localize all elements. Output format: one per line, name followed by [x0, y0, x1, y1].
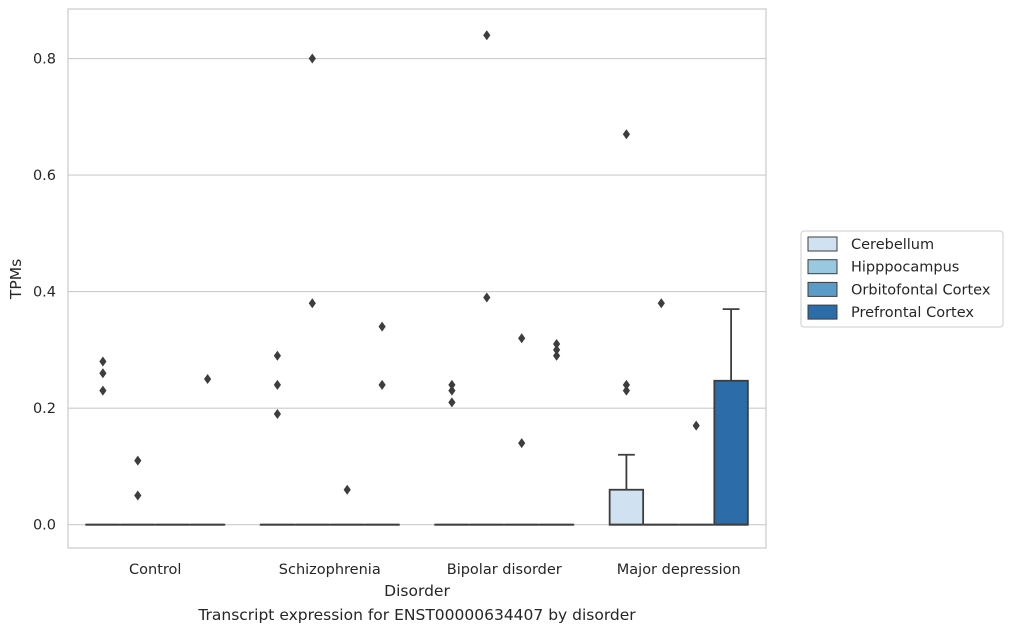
box-orbitofontal-cortex — [504, 333, 540, 526]
y-tick-label: 0.2 — [33, 401, 56, 417]
x-tick-label: Major depression — [617, 562, 741, 578]
legend-swatch — [807, 236, 838, 252]
y-tick-label: 0.8 — [33, 52, 56, 68]
box-cerebellum — [608, 129, 645, 526]
outlier-point — [134, 490, 142, 501]
outlier-point — [378, 321, 386, 332]
x-tick-label: Bipolar disorder — [447, 562, 562, 578]
outlier-point — [622, 129, 630, 140]
outlier-point — [692, 420, 700, 431]
outlier-point — [483, 292, 491, 303]
legend-label: Prefrontal Cortex — [851, 305, 974, 321]
x-tick-labels: Control Schizophrenia Bipolar disorder Majo… — [129, 562, 741, 578]
box-cerebellum — [259, 350, 296, 526]
legend-swatch — [807, 259, 838, 275]
box-prefrontal-cortex — [364, 321, 400, 526]
y-tick-labels: 0.0 0.2 0.4 0.6 0.8 — [33, 52, 56, 534]
y-tick-label: 0.6 — [33, 168, 56, 184]
outlier-point — [448, 397, 456, 408]
box-hipppocampus — [469, 30, 505, 526]
outlier-point — [343, 484, 351, 495]
y-axis-title: TPMs — [7, 259, 25, 300]
outlier-point — [448, 385, 456, 396]
outlier-point — [273, 379, 281, 390]
box-prefrontal-cortex — [189, 374, 226, 526]
outlier-point — [657, 298, 665, 309]
outlier-point — [99, 356, 107, 367]
outlier-point — [273, 350, 281, 361]
outlier-point — [553, 344, 561, 355]
outlier-point — [553, 350, 561, 361]
legend-label: Orbitofontal Cortex — [851, 282, 991, 298]
box-body — [608, 488, 645, 526]
boxes-layer — [85, 30, 749, 526]
legend-swatch — [807, 304, 838, 320]
y-tick-label: 0.0 — [33, 518, 56, 534]
legend: Cerebellum Hipppocampus Orbitofontal Corte… — [800, 230, 1004, 328]
legend-swatch — [807, 281, 838, 297]
legend-frame — [800, 230, 1004, 328]
plot-frame — [67, 8, 767, 549]
chart-caption: Transcript expression for ENST0000063440… — [198, 606, 636, 624]
box-hipppocampus — [120, 455, 156, 526]
outlier-point — [308, 298, 316, 309]
box-orbitofontal-cortex — [678, 420, 714, 526]
outlier-point — [134, 455, 142, 466]
x-tick-label: Control — [129, 562, 181, 578]
box-cerebellum — [434, 379, 470, 526]
box-prefrontal-cortex — [538, 339, 575, 526]
x-tick-label: Schizophrenia — [279, 562, 381, 578]
outlier-point — [553, 339, 561, 350]
outlier-point — [99, 385, 107, 396]
box-hipppocampus — [643, 298, 679, 526]
outlier-point — [518, 438, 526, 449]
outlier-point — [622, 379, 630, 390]
y-tick-label: 0.4 — [33, 285, 56, 301]
outlier-point — [622, 385, 630, 396]
box-prefrontal-cortex — [713, 308, 749, 526]
legend-label: Cerebellum — [851, 237, 934, 253]
legend-label: Hipppocampus — [851, 260, 959, 276]
outlier-point — [483, 30, 491, 41]
outlier-point — [518, 333, 526, 344]
gridlines — [68, 57, 766, 526]
x-axis-title: Disorder — [384, 582, 450, 600]
box-orbitofontal-cortex — [329, 484, 365, 526]
outlier-point — [273, 408, 281, 419]
outlier-point — [308, 53, 316, 64]
box-body — [713, 379, 749, 526]
outlier-point — [378, 379, 386, 390]
box-hipppocampus — [294, 53, 330, 526]
outlier-point — [99, 368, 107, 379]
outlier-point — [448, 379, 456, 390]
outlier-point — [204, 374, 212, 385]
box-cerebellum — [85, 356, 121, 526]
